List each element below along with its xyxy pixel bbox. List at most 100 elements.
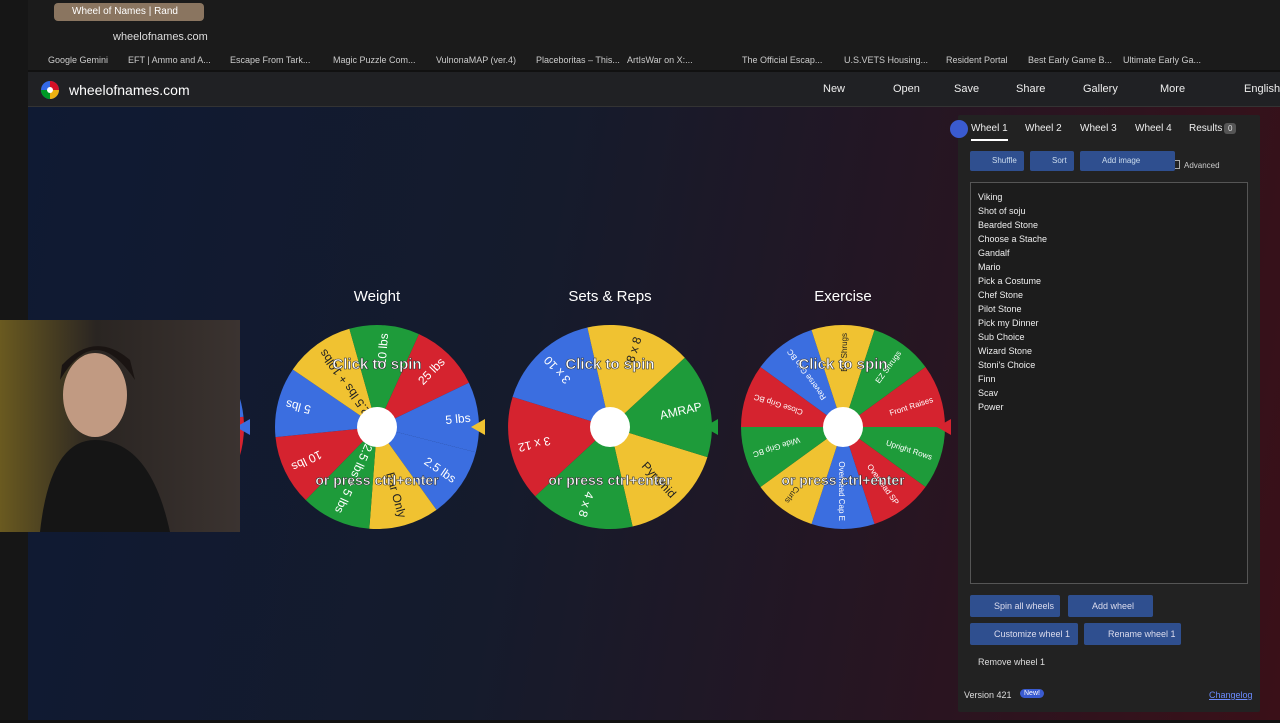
bookmark[interactable]: U.S.VETS Housing...	[844, 55, 929, 65]
changelog-link[interactable]: Changelog	[1209, 690, 1253, 700]
panel-button[interactable]: Spin all wheels	[970, 595, 1060, 617]
panel-button[interactable]: Rename wheel 1	[1084, 623, 1181, 645]
tab[interactable]: Wheel of Names | Rand	[54, 3, 204, 21]
entry: Wizard Stone	[978, 346, 1033, 356]
bookmark[interactable]: Placeboritas – This...	[536, 55, 620, 65]
remove-wheel[interactable]: Remove wheel 1	[978, 657, 1046, 667]
keys-hint: or press ctrl+enter	[315, 472, 439, 488]
wheel-label: 10 lbs	[375, 333, 391, 366]
wheel-tab[interactable]: Wheel 1	[971, 123, 1008, 141]
wheel-segment	[292, 328, 377, 427]
wheel-tab[interactable]: Wheel 4	[1135, 123, 1172, 134]
keys-hint: or press ctrl+enter	[548, 472, 672, 488]
entry: Chef Stone	[978, 290, 1024, 300]
site-header: wheelofnames.com New Open Save Share Gallery…	[28, 72, 1280, 107]
wheel-segment	[275, 369, 377, 438]
wheel-segment	[843, 367, 945, 427]
entry: Power	[978, 402, 1004, 412]
bookmark[interactable]: ArtIsWar on X:...	[627, 55, 693, 65]
tool-button[interactable]: Sort	[1030, 151, 1074, 171]
entry: Mario	[978, 262, 1001, 272]
wheel-segment	[843, 427, 926, 524]
entry: Scav	[978, 388, 999, 398]
bookmark[interactable]: Escape From Tark...	[230, 55, 311, 65]
bookmark[interactable]: Ultimate Early Ga...	[1123, 55, 1202, 65]
logo-icon	[41, 81, 59, 99]
webcam-figure	[40, 346, 170, 532]
bookmark[interactable]: Google Gemini	[48, 55, 109, 65]
wheel-pointer	[704, 419, 718, 435]
wheel-center	[590, 407, 630, 447]
wheel-label: 5 lbs	[445, 411, 472, 427]
panel-button[interactable]: Add wheel	[1068, 595, 1153, 617]
results-count: 0	[1224, 123, 1237, 134]
wheel-segment	[377, 334, 469, 427]
nav-item[interactable]: Save	[954, 83, 980, 95]
nav-item[interactable]: More	[1160, 83, 1186, 95]
url[interactable]: wheelofnames.com	[113, 31, 208, 43]
wheel-segment	[811, 325, 875, 427]
bookmark[interactable]: The Official Escap...	[742, 55, 823, 65]
wheel-segment	[305, 427, 377, 529]
wheel-segment	[512, 327, 610, 427]
wheel-tab[interactable]: Wheel 3	[1080, 123, 1117, 134]
side-panel: Viking Shot of soju Bearded Stone Choose a …	[950, 115, 1260, 712]
wheel-segment	[587, 324, 685, 427]
advanced-label[interactable]: Advanced	[1184, 161, 1220, 170]
keys-hint: or press ctrl+enter	[781, 472, 905, 488]
panel-button[interactable]: Customize wheel 1	[970, 623, 1078, 645]
webcam-overlay	[0, 320, 240, 532]
nav-item[interactable]: New	[823, 83, 846, 95]
entry: Finn	[978, 374, 996, 384]
wheel-segment	[760, 330, 843, 427]
bookmark[interactable]: VulnonaMAP (ver.4)	[436, 55, 517, 65]
spin-hint: Click to spin	[798, 356, 887, 373]
panel-toggle[interactable]	[950, 120, 968, 138]
wheel-segment	[811, 427, 875, 529]
wheel-segment	[741, 427, 843, 487]
nav-item[interactable]: English	[1244, 83, 1280, 95]
spin-hint: Click to spin	[332, 356, 421, 373]
entry: Gandalf	[978, 248, 1010, 258]
entry: Viking	[978, 192, 1003, 202]
entries-box[interactable]: Viking Shot of soju Bearded Stone Choose a …	[970, 182, 1248, 584]
wheel-segment	[843, 330, 926, 427]
nav-item[interactable]: Share	[1016, 83, 1046, 95]
wheel-segment	[760, 427, 843, 524]
wheel-label: BC Shrugs	[840, 333, 849, 372]
entry: Pilot Stone	[978, 304, 1022, 314]
bookmark[interactable]: Best Early Game B...	[1028, 55, 1113, 65]
wheel-tab[interactable]: Results	[1189, 123, 1223, 134]
bookmark[interactable]: EFT | Ammo and A...	[128, 55, 211, 65]
bookmark[interactable]: Magic Puzzle Com...	[333, 55, 416, 65]
spin-hint: Click to spin	[565, 356, 654, 373]
wheel-segment	[349, 325, 419, 427]
wheel-segment	[369, 427, 437, 529]
nav-item[interactable]: Gallery	[1083, 83, 1118, 95]
wheel-segment	[377, 382, 479, 453]
tool-button[interactable]: Shuffle	[970, 151, 1024, 171]
wheel-center	[823, 407, 863, 447]
wheel-tab[interactable]: Wheel 2	[1025, 123, 1062, 134]
wheel-title: Exercise	[814, 288, 872, 305]
wheel-segment	[610, 427, 708, 527]
entry: Sub Choice	[978, 332, 1025, 342]
tool-button[interactable]: Add image	[1080, 151, 1175, 171]
entry: Pick my Dinner	[978, 318, 1039, 328]
wheel-segment	[610, 357, 712, 458]
bookmark[interactable]: Resident Portal	[946, 55, 1008, 65]
address-bar: wheelofnames.com	[28, 24, 1280, 50]
wheel-title: Weight	[354, 288, 401, 305]
wheel-segment	[275, 427, 377, 500]
wheel-label: Overhead Cap E	[837, 461, 846, 521]
wheel-segment	[843, 427, 945, 487]
wheel-title: Sets & Reps	[568, 288, 651, 305]
wheel-segment	[535, 427, 633, 530]
tab-bar: Wheel of Names | Rand	[28, 0, 1280, 24]
logo[interactable]: wheelofnames.com	[69, 82, 190, 98]
nav-item[interactable]: Open	[893, 83, 920, 95]
entry: Bearded Stone	[978, 220, 1039, 230]
